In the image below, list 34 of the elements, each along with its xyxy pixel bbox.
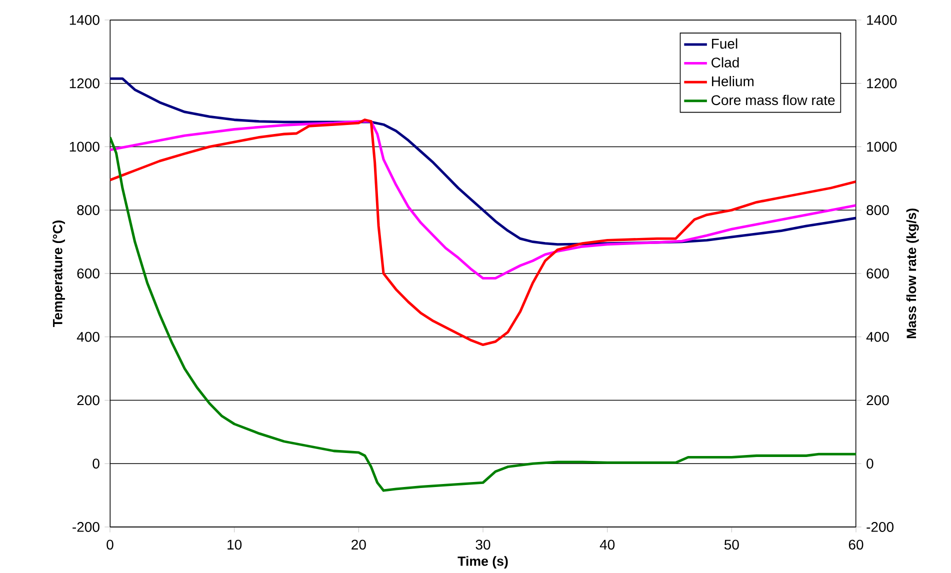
legend-label: Fuel (712, 38, 738, 49)
x-tick-label: 50 (724, 540, 739, 550)
y-tick-label: 1200 (70, 78, 100, 88)
y2-tick-label: 800 (866, 205, 889, 216)
x-tick-label: 0 (106, 540, 114, 550)
y2-tick-label: 600 (866, 268, 889, 278)
y2-tick-label: 1200 (867, 78, 897, 88)
y-tick-label: 600 (77, 268, 100, 278)
x-axis-title: Time (s) (458, 556, 508, 569)
legend-label: Core mass flow rate (712, 94, 835, 106)
legend-label: Helium (712, 76, 754, 86)
y2-axis-title: Mass flow rate (kg/s) (906, 208, 919, 338)
y-tick-label: -200 (72, 522, 100, 532)
y2-tick-label: 1400 (867, 15, 897, 25)
y-tick-label: 1400 (70, 15, 100, 25)
x-tick-label: 10 (228, 540, 242, 550)
x-tick-label: 60 (848, 540, 864, 550)
y2-tick-label: 0 (866, 458, 874, 469)
x-tick-label: 30 (476, 540, 490, 550)
x-tick-label: 20 (352, 540, 366, 550)
y2-tick-label: -200 (866, 522, 894, 532)
y-axis-title: Temperature (°C) (52, 220, 65, 328)
legend-label: Clad (712, 57, 739, 68)
y2-tick-label: 200 (866, 395, 889, 406)
y-tick-label: 1000 (70, 142, 100, 152)
y-tick-label: 200 (77, 395, 100, 406)
y2-tick-label: 400 (866, 332, 889, 342)
line-series (110, 118, 856, 346)
y-tick-label: 400 (76, 332, 100, 342)
y-tick-label: 0 (92, 458, 100, 469)
y-tick-label: 800 (77, 205, 100, 216)
line-series (110, 136, 856, 492)
x-tick-label: 40 (600, 540, 615, 550)
y2-tick-label: 1000 (867, 142, 897, 152)
